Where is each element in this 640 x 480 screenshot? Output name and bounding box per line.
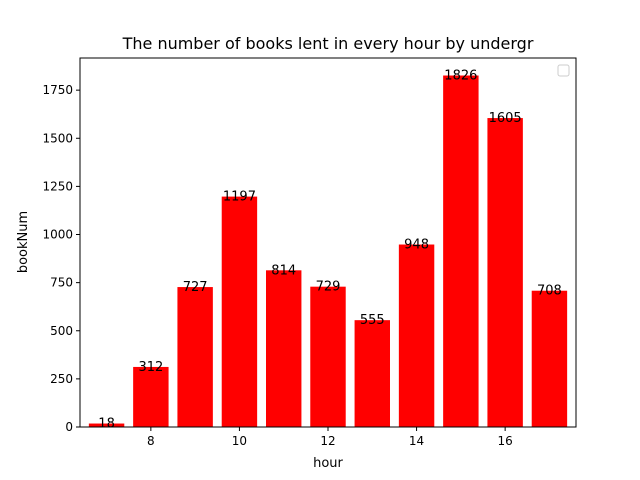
bars-group	[88, 75, 568, 428]
x-tick-label-8: 8	[147, 434, 155, 448]
data-label-14: 948	[404, 238, 429, 253]
y-tick-label-250: 250	[50, 372, 73, 386]
bar-16	[487, 118, 523, 427]
bar-14	[398, 244, 435, 427]
x-axis: 8 10 12 14 16	[147, 427, 513, 448]
y-tick-label-750: 750	[50, 276, 73, 290]
x-tick-label-12: 12	[320, 434, 335, 448]
bar-17	[531, 290, 568, 427]
data-label-11: 814	[271, 263, 296, 278]
legend-box	[557, 64, 570, 77]
y-tick-label-1750: 1750	[42, 83, 73, 97]
data-label-16: 1605	[489, 111, 522, 126]
data-label-15: 1826	[444, 69, 477, 84]
bar-12	[310, 286, 346, 427]
bar-8	[133, 366, 169, 427]
bar-11	[266, 270, 302, 427]
y-tick-label-1250: 1250	[42, 179, 73, 193]
y-tick-label-0: 0	[65, 420, 73, 434]
y-axis-label: bookNum	[16, 211, 31, 273]
bar-7	[88, 423, 125, 427]
bar-10	[221, 196, 258, 427]
data-label-12: 729	[316, 280, 341, 295]
y-tick-label-1000: 1000	[42, 228, 73, 242]
y-axis: 0 250 500 750 1000 1250 1500 1750	[42, 83, 80, 434]
bar-13	[354, 320, 390, 427]
data-label-8: 312	[138, 360, 163, 375]
data-label-17: 708	[537, 284, 562, 299]
x-axis-label: hour	[313, 456, 343, 471]
data-label-7: 18	[98, 417, 115, 432]
y-tick-label-1500: 1500	[42, 131, 73, 145]
x-tick-label-10: 10	[232, 434, 247, 448]
y-tick-label-500: 500	[50, 324, 73, 338]
x-tick-label-16: 16	[498, 434, 513, 448]
data-label-10: 1197	[223, 190, 256, 205]
x-tick-label-14: 14	[409, 434, 424, 448]
chart-title: The number of books lent in every hour b…	[122, 34, 534, 53]
data-label-9: 727	[183, 280, 208, 295]
bar-9	[177, 287, 213, 427]
data-labels-group: 18 312 727 1197 814 729 555 948 1826 1605 708	[98, 69, 562, 432]
data-label-13: 555	[360, 313, 385, 328]
bar-15	[443, 75, 479, 428]
